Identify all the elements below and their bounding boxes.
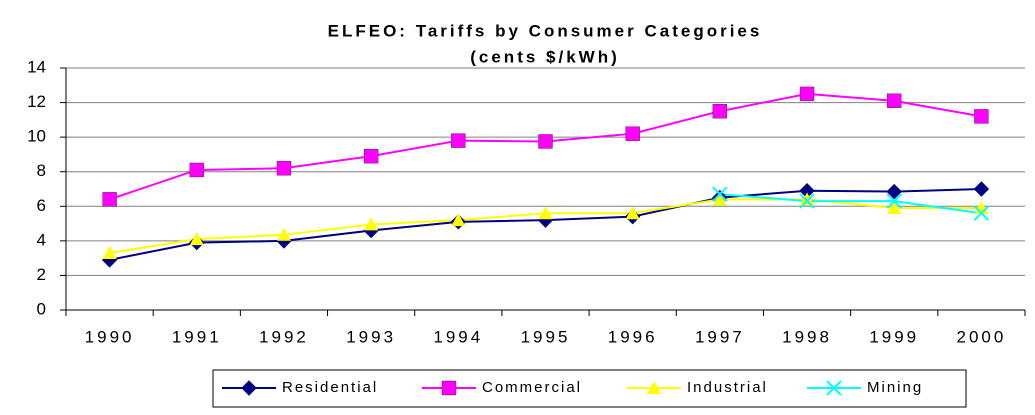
marker bbox=[973, 205, 990, 221]
x-tick-label: 1995 bbox=[521, 327, 571, 346]
marker-x bbox=[826, 380, 842, 396]
marker bbox=[363, 149, 379, 164]
marker bbox=[625, 206, 640, 220]
marker bbox=[451, 213, 466, 227]
legend-label: Residential bbox=[282, 379, 378, 396]
x-tick-label: 1990 bbox=[85, 327, 135, 346]
marker bbox=[800, 192, 815, 206]
marker bbox=[625, 126, 640, 141]
y-tick-label: 14 bbox=[27, 57, 46, 76]
marker bbox=[799, 86, 815, 102]
marker bbox=[799, 193, 815, 209]
y-tick-label: 2 bbox=[37, 265, 46, 284]
x-tick-label: 1992 bbox=[259, 327, 309, 346]
x-tick-label: 1994 bbox=[433, 327, 483, 346]
marker bbox=[189, 232, 204, 246]
y-tick-label: 12 bbox=[27, 92, 46, 111]
marker-x bbox=[799, 193, 815, 209]
y-tick-label: 10 bbox=[27, 127, 46, 146]
marker bbox=[973, 181, 990, 197]
x-tick-label: 1999 bbox=[869, 327, 919, 346]
marker bbox=[102, 245, 117, 259]
marker bbox=[712, 104, 728, 119]
marker bbox=[451, 133, 466, 148]
y-tick-label: 8 bbox=[37, 161, 46, 180]
legend-label: Industrial bbox=[687, 379, 768, 396]
marker bbox=[887, 201, 902, 215]
x-tick-label: 1998 bbox=[782, 327, 832, 346]
y-tick-label: 0 bbox=[37, 299, 46, 318]
y-tick-label: 6 bbox=[37, 196, 46, 215]
marker bbox=[441, 380, 457, 396]
chart-subtitle: (cents $/kWh) bbox=[470, 47, 620, 66]
x-tick-label: 1993 bbox=[346, 327, 396, 346]
legend-label: Mining bbox=[867, 379, 923, 396]
marker bbox=[886, 183, 902, 200]
marker bbox=[276, 227, 291, 241]
marker-x bbox=[886, 193, 902, 209]
x-tick-label: 2000 bbox=[956, 327, 1006, 346]
marker bbox=[102, 192, 117, 207]
marker bbox=[538, 134, 553, 149]
marker-x bbox=[712, 186, 728, 202]
x-tick-label: 1991 bbox=[172, 327, 222, 346]
marker bbox=[276, 161, 292, 176]
marker bbox=[538, 206, 553, 220]
marker bbox=[826, 380, 842, 396]
x-tick-label: 1996 bbox=[608, 327, 658, 346]
marker bbox=[712, 192, 727, 206]
legend: Residential Commercial Industrial Mining bbox=[212, 369, 967, 408]
series-line bbox=[719, 193, 982, 215]
chart-title: ELFEO: Tariffs by Consumer Categories bbox=[328, 21, 763, 40]
marker bbox=[712, 186, 728, 202]
x-tick-label: 1997 bbox=[695, 327, 745, 346]
marker bbox=[241, 380, 257, 396]
marker-x bbox=[973, 205, 990, 221]
marker bbox=[887, 93, 902, 108]
marker bbox=[647, 381, 661, 394]
marker bbox=[364, 217, 379, 231]
y-tick-label: 4 bbox=[37, 230, 46, 249]
marker bbox=[189, 162, 204, 178]
marker bbox=[886, 193, 902, 209]
marker bbox=[974, 109, 989, 124]
legend-label: Commercial bbox=[482, 379, 582, 396]
